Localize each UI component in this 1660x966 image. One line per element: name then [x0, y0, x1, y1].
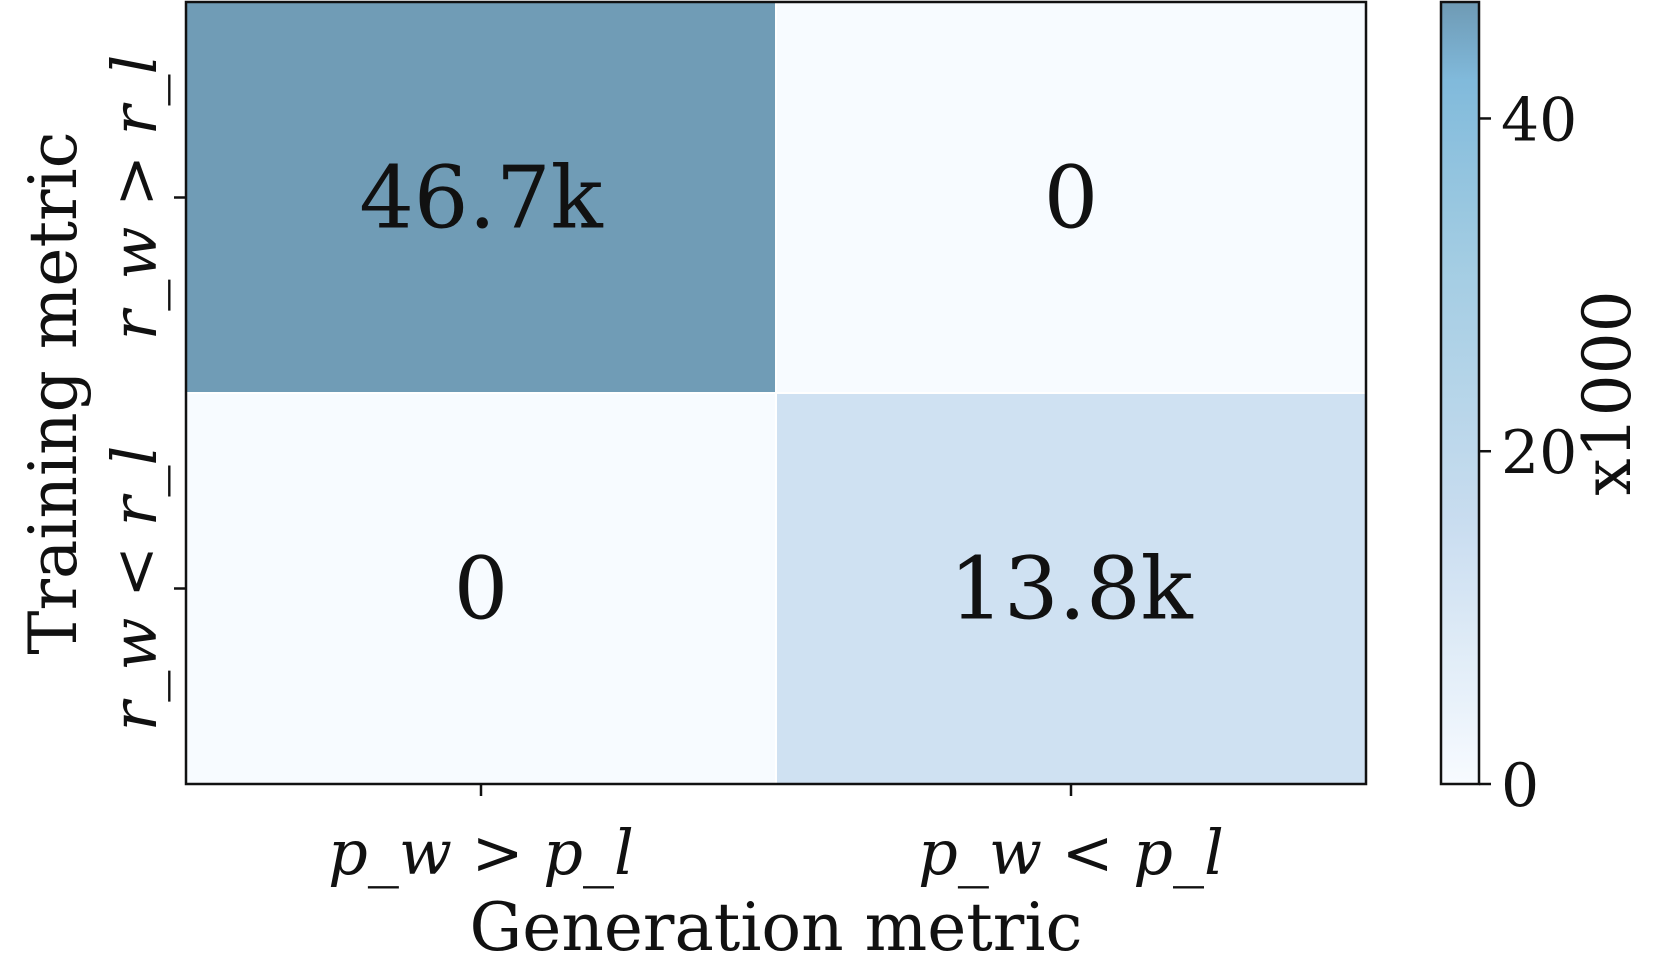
x-axis: p_w > p_l p_w < p_l	[328, 784, 1224, 889]
colorbar-tick-label: 20	[1501, 418, 1577, 488]
heatmap-cell	[775, 1, 1367, 394]
cell-value-label: 46.7k	[359, 149, 603, 249]
cell-value-label: 0	[1044, 149, 1099, 249]
x-axis-title: Generation metric	[470, 889, 1083, 966]
x-tick-label: p_w < p_l	[918, 816, 1224, 889]
heatmap-cell	[185, 392, 777, 785]
cell-value-label: 0	[454, 540, 509, 640]
heatmap-cell	[185, 1, 777, 394]
colorbar-tick-label: 0	[1501, 751, 1539, 821]
cell-value-label: 13.8k	[949, 540, 1193, 640]
y-tick-label: r_w < r_l	[98, 446, 171, 732]
y-tick-label: r_w > r_l	[98, 55, 171, 341]
colorbar-label: x1000	[1569, 290, 1646, 495]
colorbar-tick-label: 40	[1501, 85, 1577, 155]
y-axis-title: Training metric	[15, 131, 92, 654]
x-tick-label: p_w > p_l	[328, 816, 634, 889]
plot-frame	[184, 0, 1368, 786]
y-axis: r_w > r_l r_w < r_l	[98, 55, 186, 732]
heatmap-cells: 46.7k 0 0 13.8k	[185, 1, 1367, 785]
colorbar-gradient	[1439, 0, 1481, 786]
colorbar: 0 20 40 x1000	[1439, 0, 1646, 821]
colorbar-ticks: 0 20 40	[1479, 85, 1577, 821]
heatmap-cell	[775, 392, 1367, 785]
